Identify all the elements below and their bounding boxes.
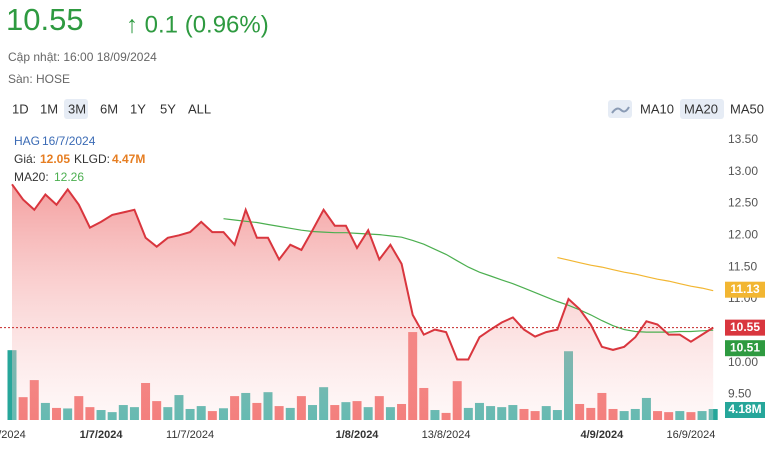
range-button[interactable]: 1Y — [130, 101, 146, 116]
tooltip-text: 16/7/2024 — [42, 134, 96, 148]
chart-type-glyph — [611, 106, 630, 114]
x-tick-label: 11/7/2024 — [166, 429, 214, 441]
y-tick-label: 10.00 — [728, 355, 758, 369]
ma-button-bg[interactable] — [680, 99, 724, 119]
price-badge-bg — [725, 319, 765, 336]
ma50-badge: 11.13 — [730, 282, 760, 296]
price: 10.55 — [6, 2, 84, 37]
ma20-badge-bg — [725, 340, 765, 357]
tooltip-text: 12.26 — [54, 170, 84, 184]
price-line — [11, 183, 714, 361]
x-tick-label: 1/8/2024 — [336, 429, 380, 441]
range-button[interactable]: ALL — [188, 101, 211, 116]
x-tick-label: 13/8/2024 — [422, 429, 471, 441]
range-button[interactable]: 1M — [40, 101, 58, 116]
tooltip-text: Giá: — [14, 152, 36, 166]
range-button[interactable]: 6M — [100, 101, 118, 116]
y-tick-label: 13.50 — [728, 132, 758, 146]
y-tick-label: 13.00 — [728, 164, 758, 178]
y-tick-label: 12.50 — [728, 196, 758, 210]
range-button-bg[interactable] — [64, 99, 88, 119]
tooltip-text: 12.05 — [40, 152, 70, 166]
tooltip-text: 4.47M — [112, 152, 145, 166]
x-tick-label: /2024 — [0, 429, 26, 441]
ma-button[interactable]: MA10 — [640, 101, 674, 116]
y-tick-label: 12.00 — [728, 227, 758, 241]
volume-badge-bg — [725, 402, 765, 418]
ma-line — [223, 218, 714, 333]
range-button[interactable]: 1D — [12, 101, 29, 116]
exchange: Sàn: HOSE — [8, 72, 70, 86]
range-button[interactable]: 5Y — [160, 101, 176, 116]
range-button[interactable]: 3M — [68, 101, 86, 116]
x-tick-label: 4/9/2024 — [580, 429, 624, 441]
ma20-badge: 10.51 — [730, 340, 760, 354]
ma-button[interactable]: MA20 — [684, 101, 718, 116]
tooltip-text: KLGD: — [74, 152, 110, 166]
y-tick-label: 9.50 — [728, 387, 752, 401]
x-tick-label: 1/7/2024 — [80, 429, 124, 441]
ma-line — [557, 257, 714, 292]
ma50-badge-bg — [725, 281, 765, 298]
x-tick-label: 16/9/2024 — [666, 429, 715, 441]
tooltip-text: MA20: — [14, 170, 49, 184]
price-badge: 10.55 — [730, 320, 760, 334]
tooltip-text: HAG — [14, 134, 40, 148]
updated-time: Cập nhật: 16:00 18/09/2024 — [8, 50, 157, 64]
price-area — [12, 184, 714, 420]
ma-button[interactable]: MA50 — [730, 101, 764, 116]
volume-badge: 4.18M — [728, 402, 761, 416]
y-tick-label: 11.50 — [728, 259, 757, 273]
price-change: ↑ 0.1 (0.96%) — [126, 11, 269, 38]
